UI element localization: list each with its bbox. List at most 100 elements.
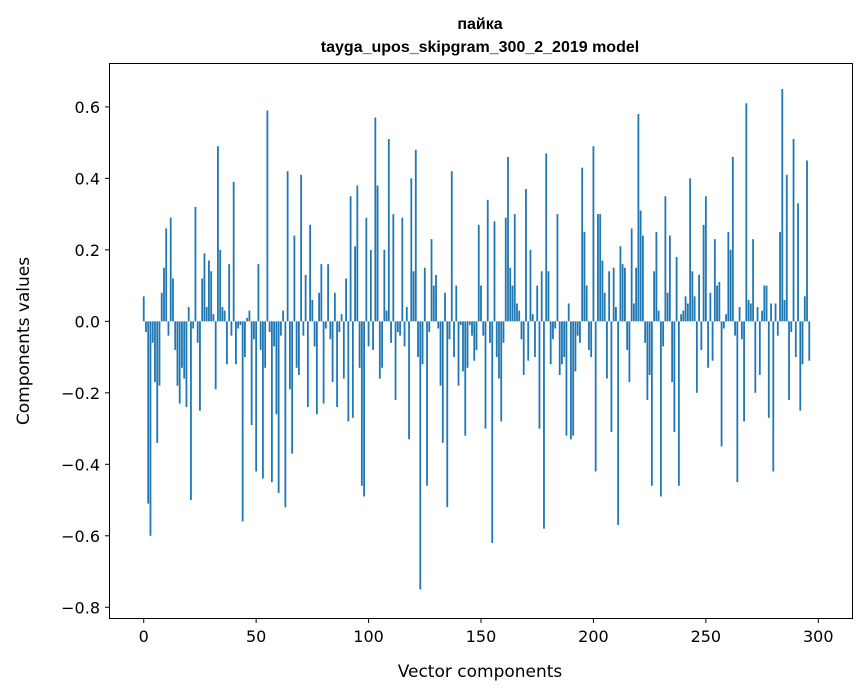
bar bbox=[248, 310, 251, 322]
bar bbox=[536, 285, 539, 322]
y-tick-label: 0.4 bbox=[75, 169, 100, 188]
bar bbox=[232, 181, 235, 322]
bar bbox=[367, 321, 370, 347]
bar bbox=[657, 310, 660, 322]
bar bbox=[655, 231, 658, 322]
bar bbox=[801, 321, 804, 365]
bar bbox=[554, 321, 557, 329]
bar bbox=[183, 321, 186, 379]
chart-subtitle: tayga_upos_skipgram_300_2_2019 model bbox=[321, 39, 639, 56]
bar bbox=[588, 321, 590, 350]
bar bbox=[792, 139, 795, 322]
bar bbox=[702, 224, 705, 322]
bar bbox=[471, 321, 473, 336]
bar bbox=[444, 292, 446, 322]
bar bbox=[552, 321, 554, 340]
bar bbox=[534, 321, 536, 358]
bar bbox=[199, 321, 201, 411]
bar bbox=[585, 285, 588, 322]
x-tick-label: 50 bbox=[246, 627, 266, 646]
bar bbox=[446, 321, 449, 508]
bar bbox=[608, 271, 611, 322]
bar bbox=[304, 274, 307, 322]
bar bbox=[707, 321, 709, 368]
bar bbox=[668, 235, 671, 322]
bar bbox=[666, 292, 669, 322]
bar bbox=[167, 321, 170, 336]
bar bbox=[729, 249, 732, 322]
bar bbox=[574, 321, 577, 372]
bar bbox=[525, 189, 527, 322]
bar bbox=[320, 264, 323, 322]
bar bbox=[255, 321, 258, 472]
bar bbox=[698, 274, 700, 322]
bar bbox=[774, 303, 777, 322]
bar bbox=[223, 310, 226, 322]
bar bbox=[441, 321, 444, 443]
bar bbox=[324, 321, 327, 329]
bar bbox=[475, 321, 478, 350]
bar bbox=[435, 274, 437, 322]
bar bbox=[192, 321, 195, 329]
bar bbox=[235, 321, 237, 365]
bar bbox=[531, 314, 534, 322]
bar bbox=[462, 321, 464, 372]
bar bbox=[306, 321, 309, 408]
bar bbox=[293, 235, 296, 322]
bar bbox=[770, 303, 772, 322]
bar bbox=[270, 321, 273, 483]
bar bbox=[349, 196, 352, 322]
bar-series bbox=[142, 89, 811, 590]
bar bbox=[772, 321, 775, 472]
bar bbox=[738, 307, 741, 322]
bar bbox=[372, 321, 374, 350]
bar bbox=[556, 214, 559, 322]
bar bbox=[160, 292, 163, 322]
bar bbox=[785, 174, 788, 322]
bar bbox=[776, 321, 779, 336]
bar bbox=[455, 285, 458, 322]
bar bbox=[244, 321, 246, 358]
bar bbox=[151, 321, 154, 343]
bar bbox=[794, 321, 797, 358]
bar bbox=[342, 321, 345, 379]
bar bbox=[565, 321, 568, 436]
bar bbox=[547, 271, 550, 322]
bar bbox=[453, 321, 455, 358]
bar bbox=[392, 214, 395, 322]
bar bbox=[360, 321, 363, 486]
bar bbox=[498, 321, 500, 379]
bar bbox=[196, 321, 199, 343]
bar bbox=[615, 307, 617, 322]
bar bbox=[423, 267, 426, 322]
bar bbox=[486, 199, 489, 322]
bar bbox=[358, 321, 361, 368]
bar bbox=[212, 314, 215, 322]
bar bbox=[695, 321, 698, 393]
bar bbox=[641, 235, 644, 322]
bar bbox=[662, 321, 665, 347]
bar bbox=[734, 321, 736, 336]
bar bbox=[527, 321, 530, 361]
bar bbox=[592, 146, 595, 322]
bar bbox=[612, 267, 615, 322]
bar bbox=[277, 321, 280, 493]
bar bbox=[228, 264, 231, 322]
x-tick-label: 200 bbox=[578, 627, 609, 646]
bar bbox=[603, 292, 606, 322]
y-tick-label: −0.2 bbox=[61, 384, 100, 403]
bar bbox=[147, 321, 150, 504]
bar bbox=[401, 217, 404, 322]
bar bbox=[378, 321, 381, 379]
bar bbox=[788, 321, 790, 400]
bar bbox=[790, 321, 793, 333]
y-tick-label: 0.0 bbox=[75, 312, 100, 331]
bar bbox=[169, 217, 172, 322]
bar bbox=[230, 321, 233, 336]
bar bbox=[484, 321, 487, 429]
bar bbox=[576, 321, 579, 336]
bar bbox=[338, 321, 341, 333]
bar bbox=[743, 321, 745, 422]
bar bbox=[145, 321, 147, 333]
bar bbox=[412, 271, 415, 322]
